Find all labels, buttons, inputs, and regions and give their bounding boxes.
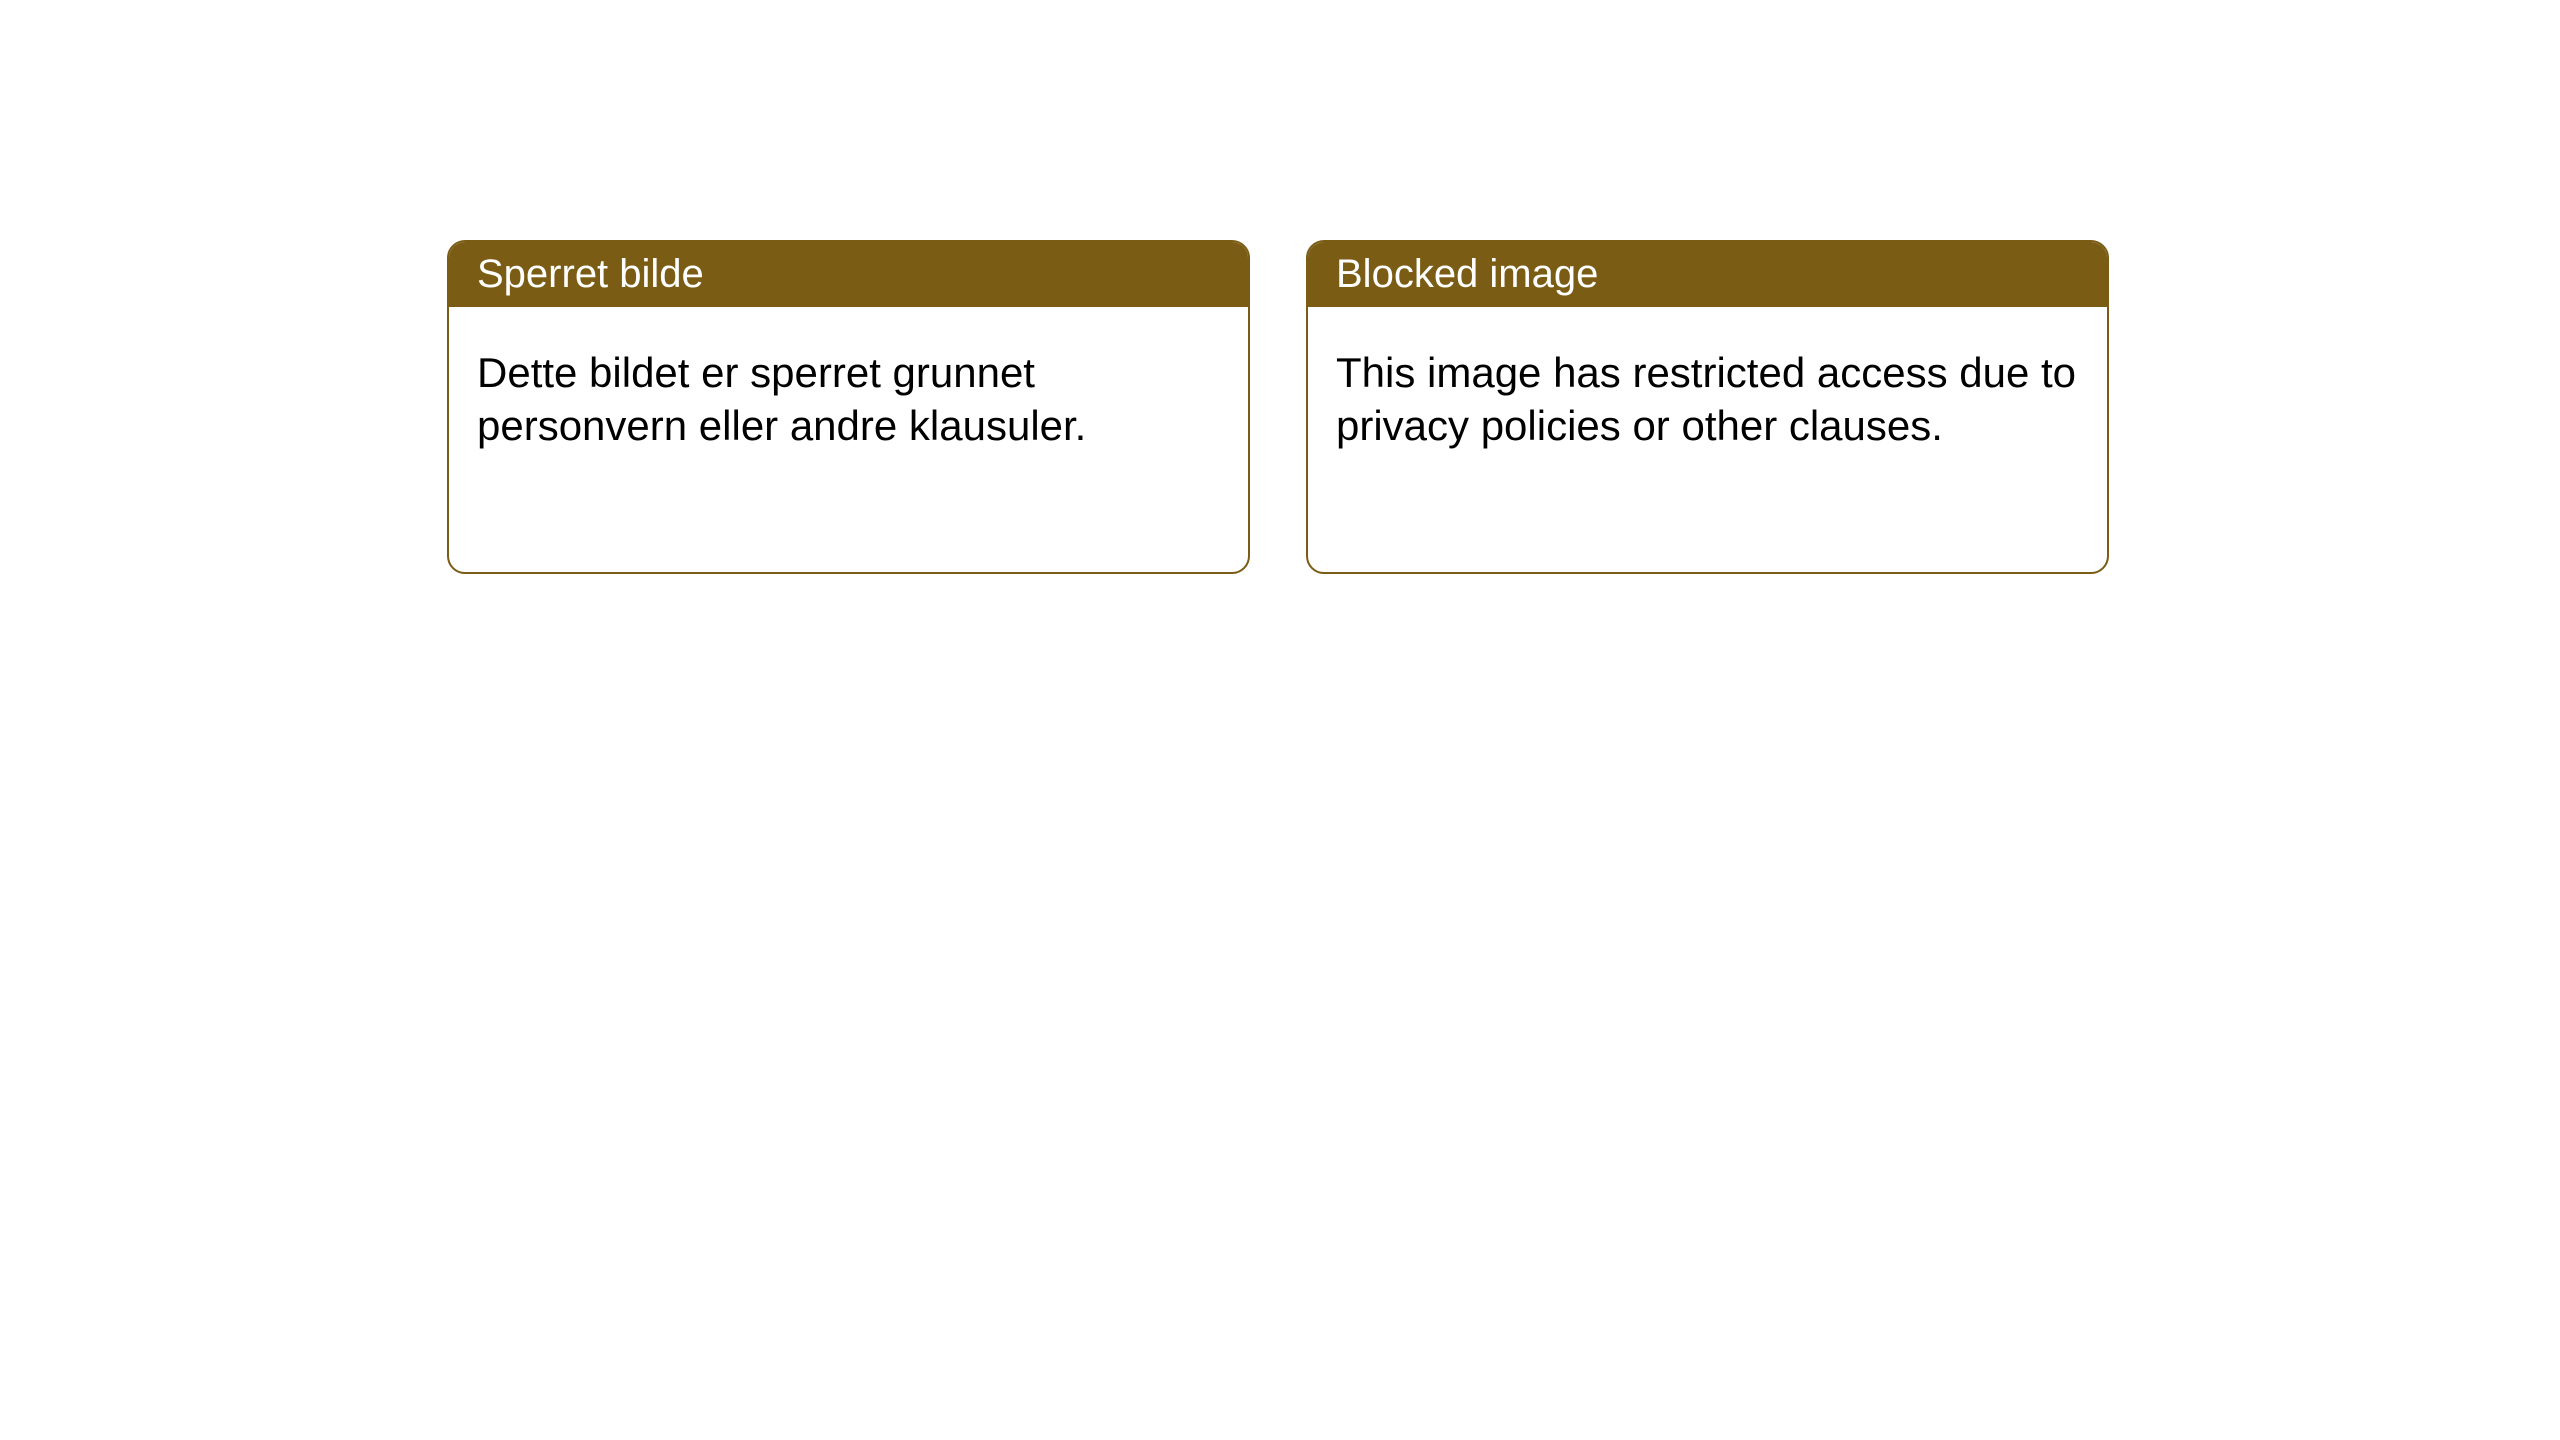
card-body-text: Dette bildet er sperret grunnet personve… (477, 349, 1086, 449)
notice-card-norwegian: Sperret bilde Dette bildet er sperret gr… (447, 240, 1250, 574)
card-header: Sperret bilde (449, 242, 1248, 307)
card-body: Dette bildet er sperret grunnet personve… (449, 307, 1248, 492)
notice-container: Sperret bilde Dette bildet er sperret gr… (447, 240, 2109, 574)
notice-card-english: Blocked image This image has restricted … (1306, 240, 2109, 574)
card-title: Sperret bilde (477, 252, 704, 297)
card-body: This image has restricted access due to … (1308, 307, 2107, 492)
card-body-text: This image has restricted access due to … (1336, 349, 2076, 449)
card-title: Blocked image (1336, 252, 1598, 297)
card-header: Blocked image (1308, 242, 2107, 307)
